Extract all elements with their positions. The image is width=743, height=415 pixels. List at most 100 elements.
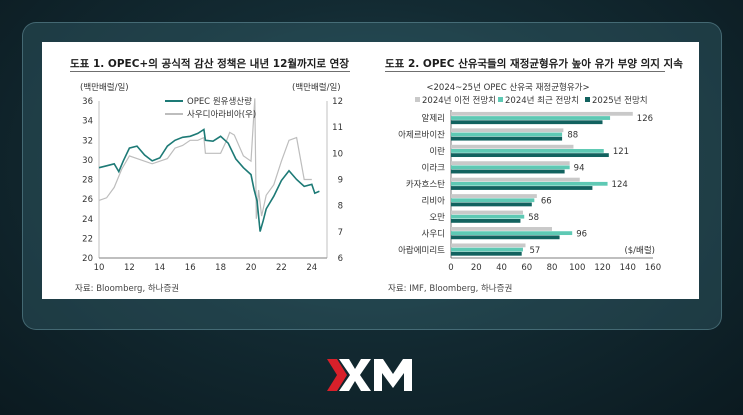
chart2-bar — [451, 181, 608, 186]
chart2-x-tick-label: 80 — [547, 263, 558, 273]
chart1-x-tick-label: 20 — [246, 263, 257, 273]
chart2-legend-label: 2024년 최근 전망치 — [505, 95, 579, 106]
chart2-data-label: 124 — [612, 180, 628, 190]
chart2-category-label: 사우디 — [422, 229, 445, 239]
chart2-bar — [451, 218, 521, 223]
chart1-right-tick-label: 11 — [332, 123, 343, 133]
chart2-category-label: 이란 — [429, 146, 445, 157]
chart2-bar — [451, 120, 603, 125]
chart2-bar — [451, 149, 604, 153]
chart1-left-tick-label: 26 — [82, 195, 93, 205]
chart2-legend-label: 2024년 이전 전망치 — [422, 95, 496, 106]
chart2-x-tick-label: 60 — [521, 263, 532, 273]
chart1-left-axis-label: (백만배럴/일) — [80, 82, 129, 93]
chart2-category-label: 알제리 — [422, 113, 445, 124]
chart2-bar — [451, 186, 593, 190]
chart2-bar — [451, 136, 563, 141]
chart2-x-tick-label: 40 — [496, 263, 507, 273]
chart1-x-tick-label: 24 — [306, 263, 317, 273]
chart2-bar — [451, 214, 525, 219]
chart2-x-tick-label: 140 — [620, 263, 636, 273]
chart2-bar — [451, 243, 526, 248]
chart1-x-tick-label: 16 — [185, 263, 196, 273]
chart2-data-label: 96 — [576, 229, 587, 239]
chart2-category-label: 이라크 — [422, 163, 446, 174]
chart1-x-tick-label: 18 — [215, 263, 226, 273]
chart2-category-label: 아랍에미리트 — [398, 245, 445, 256]
chart2-title-rule — [385, 71, 665, 72]
chart1-right-tick-label: 7 — [338, 228, 343, 238]
chart1-right-tick-label: 12 — [332, 97, 343, 107]
chart2-data-label: 94 — [574, 164, 585, 174]
chart2-bar — [451, 128, 564, 133]
content-panel — [42, 42, 699, 299]
chart1-legend-label: 사우디아라비아(우) — [187, 109, 256, 120]
chart2-category-label: 아제르바이잔 — [398, 130, 445, 141]
chart2-category-label: 카자흐스탄 — [406, 179, 445, 190]
chart2-source: 자료: IMF, Bloomberg, 하나증권 — [388, 284, 513, 294]
chart2-bar — [451, 177, 580, 182]
chart2-legend-label: 2025년 전망치 — [592, 95, 648, 106]
chart2-data-label: 121 — [613, 147, 629, 157]
chart2-subtitle: <2024~25년 OPEC 산유국 재정균형유가> — [426, 82, 589, 93]
chart2-data-label: 66 — [541, 196, 552, 206]
chart1-series-opec-line — [98, 128, 320, 232]
chart1-title-rule — [70, 71, 350, 72]
chart1-series-saudi-line — [98, 98, 312, 219]
chart2-title: 도표 2. OPEC 산유국들의 재정균형유가 높아 유가 부양 의지 지속 — [385, 58, 683, 70]
chart2-bar — [451, 231, 573, 236]
chart1-left-tick-label: 34 — [82, 117, 93, 127]
chart1-left-tick-label: 22 — [82, 234, 93, 244]
chart2-bar — [451, 116, 611, 120]
chart2-legend-swatch — [415, 97, 420, 102]
chart2-data-label: 126 — [637, 114, 653, 124]
chart1-x-tick-label: 12 — [124, 263, 135, 273]
chart2-data-label: 88 — [567, 131, 578, 141]
chart2-bar — [451, 227, 552, 231]
chart2-bar — [451, 132, 563, 137]
chart2-bar — [451, 165, 570, 170]
chart2-x-tick-label: 120 — [594, 263, 610, 273]
chart2-bar — [451, 161, 570, 166]
chart2-bar — [451, 198, 535, 203]
chart2-bar — [451, 210, 523, 215]
xm-logo-mark — [327, 359, 412, 391]
chart2-x-tick-label: 20 — [471, 263, 482, 273]
chart1-left-tick-label: 20 — [82, 254, 93, 264]
chart1-right-tick-label: 6 — [338, 254, 343, 264]
xm-logo — [325, 355, 420, 395]
chart1-right-tick-label: 10 — [332, 149, 343, 159]
chart2-bar — [451, 235, 560, 240]
chart1-right-axis-label: (백만배럴/일) — [292, 82, 341, 93]
chart2-bar — [451, 169, 565, 174]
chart1-left-tick-label: 32 — [82, 136, 93, 146]
chart1-right-tick-label: 8 — [338, 202, 343, 212]
chart1-left-tick-label: 36 — [82, 97, 93, 107]
chart2-x-tick-label: 160 — [645, 263, 661, 273]
chart1-source: 자료: Bloomberg, 하나증권 — [75, 284, 180, 294]
chart2-legend-swatch — [498, 97, 503, 102]
chart2-data-label: 58 — [528, 213, 539, 223]
chart2-category-label: 오만 — [429, 213, 445, 223]
chart1-x-tick-label: 14 — [154, 263, 165, 273]
chart2-bar — [451, 194, 537, 198]
chart1-x-tick-label: 10 — [94, 263, 105, 273]
chart2-category-label: 리비아 — [422, 195, 446, 206]
chart2-bar — [451, 202, 532, 207]
chart2-x-tick-label: 0 — [448, 263, 453, 273]
chart2-bar — [451, 153, 609, 158]
chart1-legend-label: OPEC 원유생산량 — [187, 96, 252, 107]
chart1-left-tick-label: 30 — [82, 156, 93, 166]
chart2-data-label: 57 — [529, 246, 540, 256]
chart2-unit-label: ($/배럴) — [624, 245, 655, 256]
chart2-x-tick-label: 100 — [569, 263, 585, 273]
chart2-legend-swatch — [585, 97, 590, 102]
chart2-bar — [451, 251, 522, 256]
chart2-bar — [451, 111, 633, 116]
chart1-left-tick-label: 28 — [82, 176, 93, 186]
chart1-title: 도표 1. OPEC+의 공식적 감산 정책은 내년 12월까지로 연장 — [70, 58, 349, 70]
chart1-x-tick-label: 22 — [276, 263, 287, 273]
chart1-right-tick-label: 9 — [338, 176, 343, 186]
